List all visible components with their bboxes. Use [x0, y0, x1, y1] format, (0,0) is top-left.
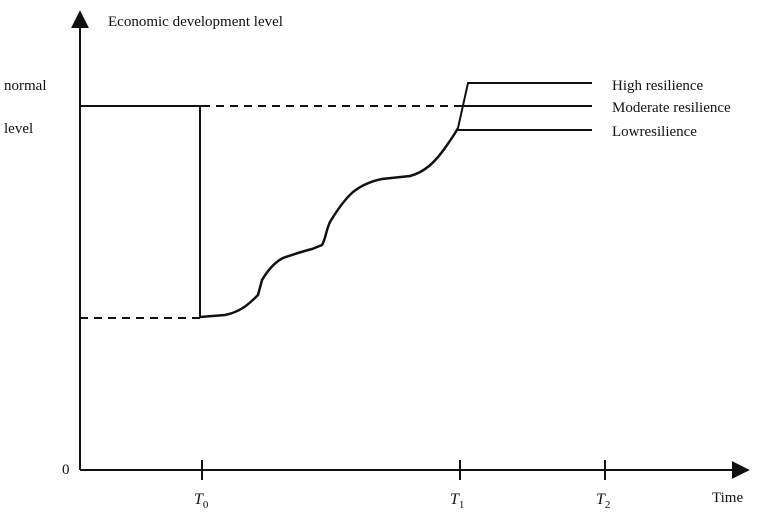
tick-label-t0: T0 [194, 491, 209, 511]
high-resilience-branch [457, 82, 592, 129]
moderate-resilience-label: Moderate resilience [612, 100, 731, 116]
x-axis-label: Time [712, 490, 743, 506]
recovery-curve [199, 127, 460, 319]
tick-label-t1: T1 [450, 491, 464, 511]
origin-label: 0 [62, 462, 70, 478]
high-resilience-label: High resilience [612, 78, 704, 94]
tick-label-t2: T2 [596, 491, 610, 511]
low-resilience-label: Lowresilience [612, 124, 697, 140]
normal-level-label-line2: level [4, 121, 33, 137]
normal-level-label-line1: normal [4, 78, 47, 94]
y-axis-label: Economic development level [108, 14, 283, 30]
